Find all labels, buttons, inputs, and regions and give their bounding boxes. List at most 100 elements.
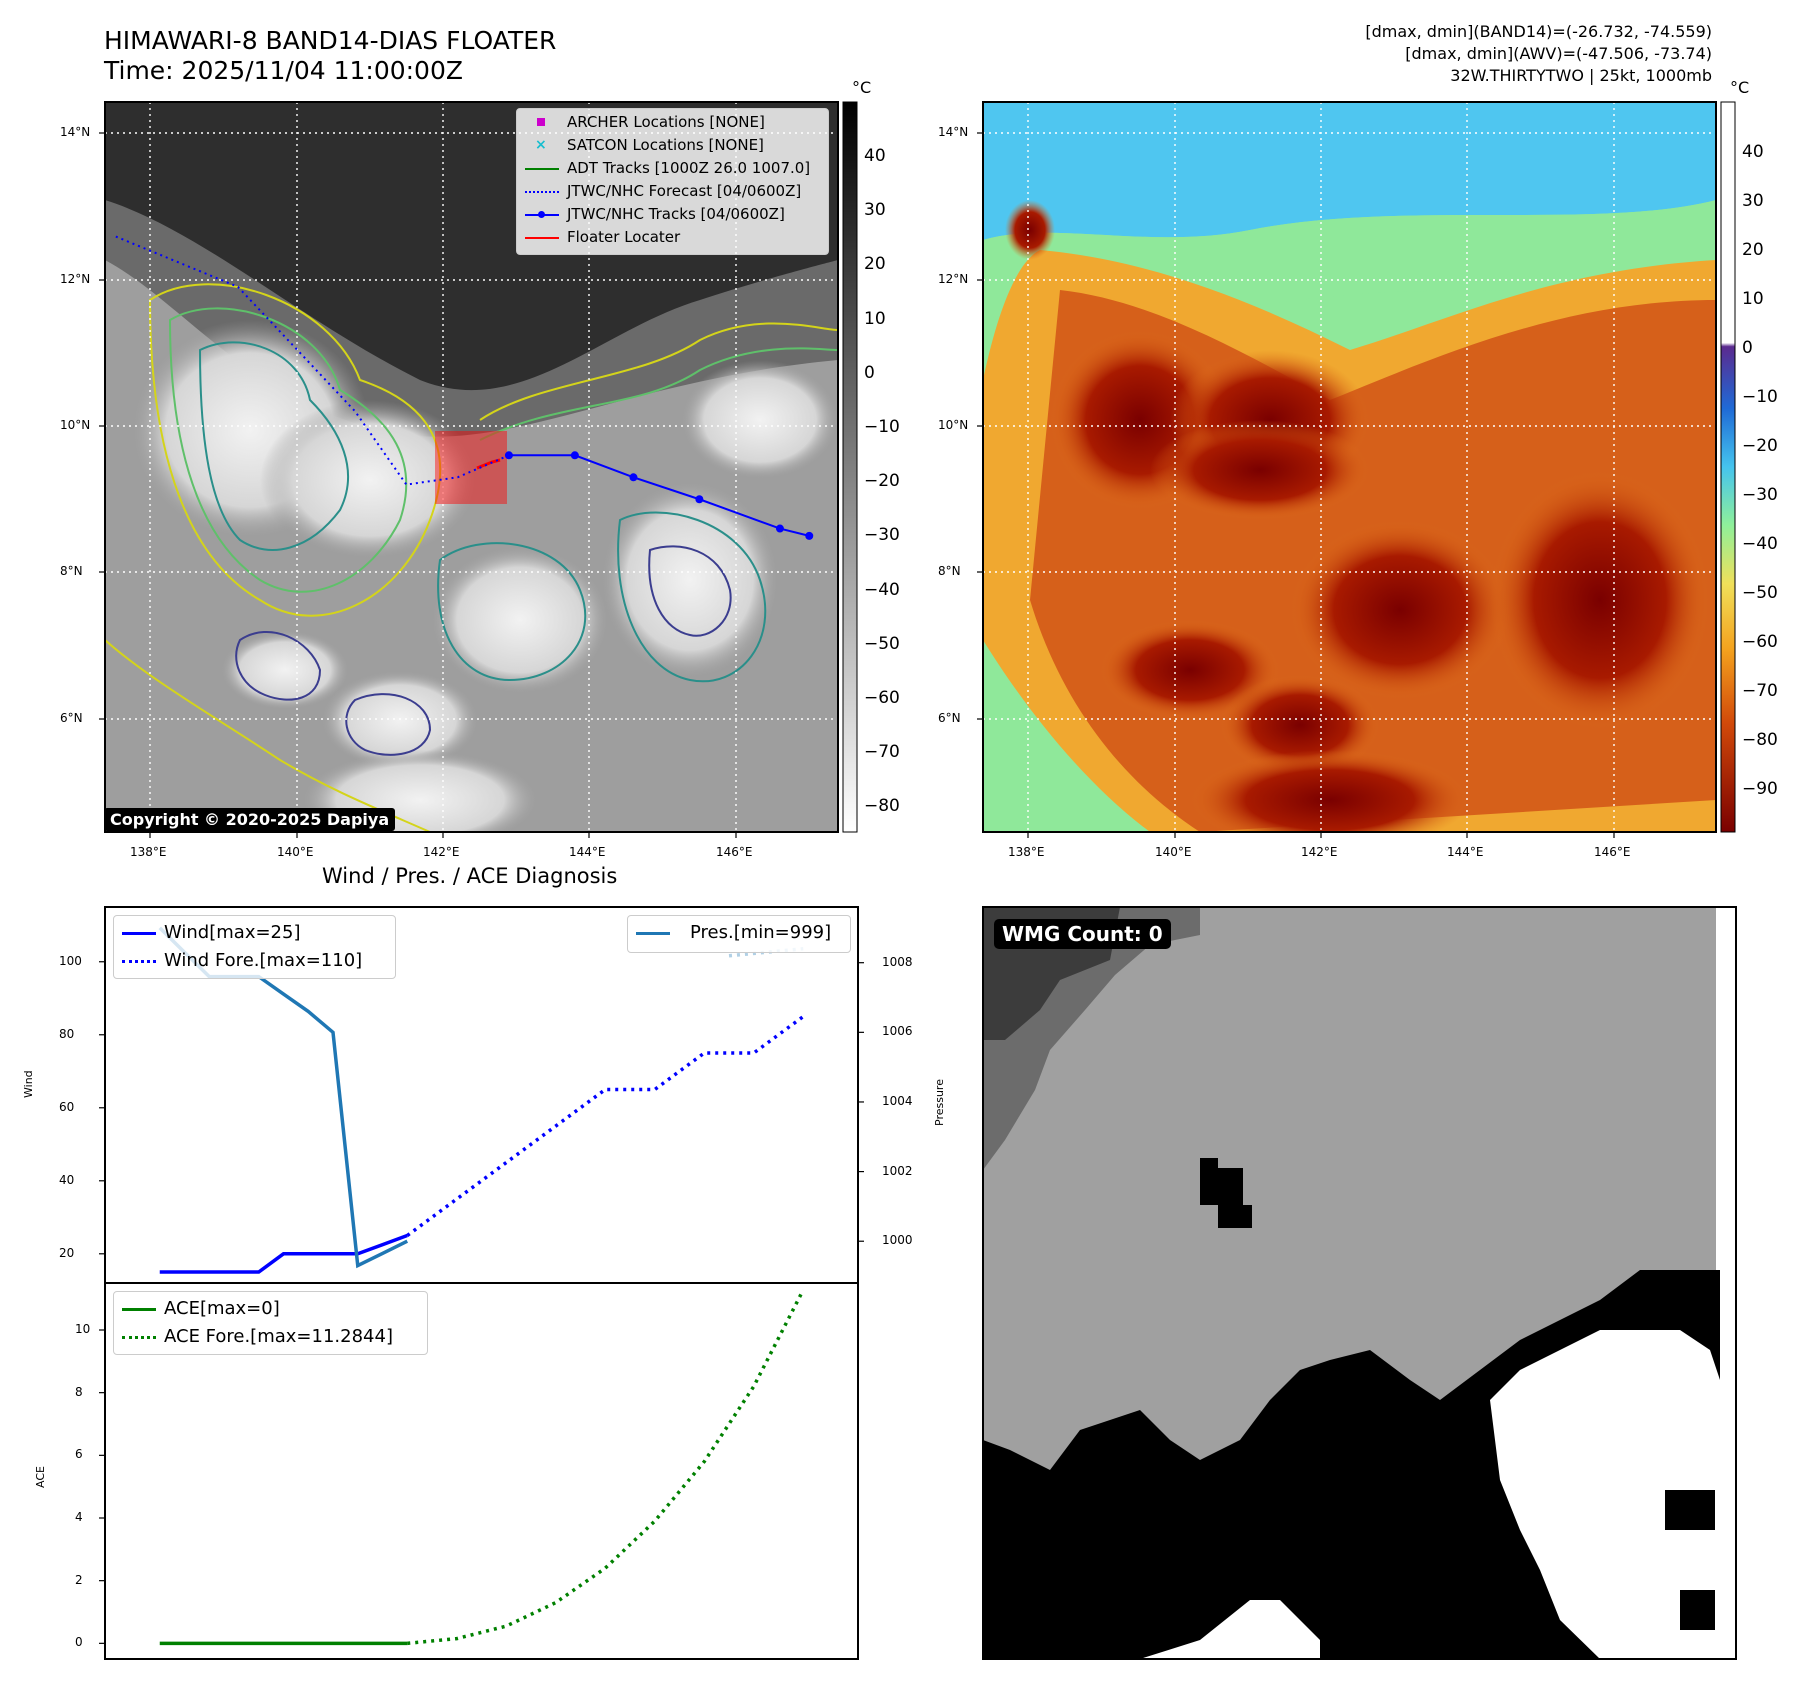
legend-wind-forecast: Wind Fore.[max=110] [114, 949, 395, 972]
colorbar-tick-label: −10 [864, 417, 900, 437]
wind-tick-label: 20 [59, 1245, 75, 1260]
pressure-legend: Pres.[min=999] [627, 915, 851, 953]
legend-pressure: Pres.[min=999] [628, 921, 850, 944]
track-point [695, 495, 704, 504]
satcon-marker-icon: × [535, 137, 547, 153]
pressure-tick-label: 1004 [882, 1093, 913, 1108]
colorbar-tick-label: −30 [1742, 485, 1778, 505]
lon-tick-label: 146°E [1594, 845, 1631, 859]
track-point [775, 524, 784, 533]
series-line-0 [159, 1233, 408, 1274]
lat-tick-label: 12°N [938, 272, 969, 286]
ir-colorbar [842, 101, 858, 833]
ace-series-line-1 [407, 1289, 805, 1646]
colorbar-tick-label: −80 [864, 796, 900, 817]
colorbar-tick-label: −70 [864, 742, 900, 763]
wind-line-icon [122, 932, 156, 935]
lon-tick-label: 146°E [716, 845, 753, 859]
wmg-count-badge: WMG Count: 0 [994, 919, 1171, 949]
colorbar-tick-label: 10 [864, 308, 886, 329]
ace-tick-label: 6 [75, 1447, 83, 1462]
pressure-tick-label: 1006 [882, 1024, 913, 1039]
colorbar-tick-label: −70 [1742, 681, 1778, 701]
legend-jtwc-track: JTWC/NHC Tracks [04/0600Z] [517, 203, 828, 226]
jtwc-track [504, 451, 814, 540]
info-band14: [dmax, dmin](BAND14)=(-26.732, -74.559) [1365, 22, 1712, 41]
legend-archer: ARCHER Locations [NONE] [517, 111, 828, 134]
lon-tick-label: 142°E [1301, 845, 1338, 859]
colorbar-tick-label: 0 [1742, 338, 1753, 358]
lat-tick-label: 14°N [938, 125, 969, 139]
ir-unit-label: °C [852, 78, 872, 97]
lon-tick-label: 142°E [423, 845, 460, 859]
map-legend: ARCHER Locations [NONE] × SATCON Locatio… [516, 108, 829, 255]
pressure-tick-label: 1000 [882, 1233, 913, 1248]
legend-adt: ADT Tracks [1000Z 26.0 1007.0] [517, 157, 828, 180]
track-point [629, 473, 638, 482]
ace-forecast-line-icon [122, 1336, 156, 1339]
wind-tick-label: 60 [59, 1099, 75, 1114]
ace-tick-label: 10 [75, 1322, 91, 1336]
pressure-tick-label: 1002 [882, 1163, 913, 1178]
ace-tick-label: 4 [75, 1510, 83, 1524]
colorbar-tick-label: 40 [864, 146, 886, 166]
legend-satcon: × SATCON Locations [NONE] [517, 134, 828, 157]
colorbar-tick-label: −10 [1742, 387, 1778, 407]
legend-floater: Floater Locater [517, 226, 828, 249]
forecast-line-icon [525, 191, 559, 193]
lat-tick-label: 14°N [60, 125, 91, 139]
lat-tick-label: 6°N [938, 711, 961, 725]
pressure-tick-label: 1008 [882, 954, 913, 969]
colorbar-tick-label: −90 [1742, 779, 1778, 799]
lon-tick-label: 138°E [1008, 845, 1045, 859]
colorbar-tick-label: −80 [1742, 730, 1778, 750]
archer-marker-icon [537, 118, 545, 126]
track-path [508, 454, 810, 537]
ace-line-icon [122, 1308, 156, 1311]
ace-tick-label: 2 [75, 1572, 83, 1587]
legend-ace: ACE[max=0] [114, 1297, 427, 1320]
lon-tick-label: 140°E [1155, 845, 1192, 859]
legend-jtwc-forecast: JTWC/NHC Forecast [04/0600Z] [517, 180, 828, 203]
figure-title: HIMAWARI-8 BAND14-DIAS FLOATER [104, 26, 557, 55]
legend-ace-forecast: ACE Fore.[max=11.2844] [114, 1325, 427, 1348]
figure-time: Time: 2025/11/04 11:00:00Z [104, 56, 463, 85]
colorbar-tick-label: 0 [864, 362, 875, 383]
wind-tick-label: 40 [59, 1172, 75, 1187]
lat-tick-label: 12°N [60, 272, 91, 286]
colorbar-tick-label: −60 [1742, 632, 1778, 652]
lat-tick-label: 10°N [60, 418, 91, 432]
ace-tick-label: 8 [75, 1384, 83, 1399]
awv-colorbar [1720, 101, 1736, 833]
lat-tick-label: 6°N [60, 711, 83, 725]
copyright-badge: Copyright © 2020-2025 Dapiya [104, 808, 396, 831]
colorbar-tick-label: −20 [864, 471, 900, 492]
floater-box [435, 431, 507, 504]
lat-tick-label: 10°N [938, 418, 969, 432]
colorbar-tick-label: −30 [864, 525, 900, 546]
colorbar-tick-label: −50 [1742, 583, 1778, 603]
floater-line-icon [525, 237, 559, 239]
lat-tick-label: 8°N [938, 564, 961, 578]
wind-legend: Wind[max=25] Wind Fore.[max=110] [113, 915, 396, 979]
pressure-line-icon [636, 932, 670, 935]
colorbar-tick-label: 20 [1742, 240, 1764, 260]
awv-unit-label: °C [1730, 78, 1750, 97]
track-point [504, 451, 513, 460]
colorbar-tick-label: 30 [864, 200, 886, 221]
colorbar-tick-label: 40 [1742, 142, 1764, 162]
colorbar-tick-label: 30 [1742, 191, 1764, 211]
adt-line-icon [525, 168, 559, 170]
ace-tick-label: 0 [75, 1635, 83, 1650]
colorbar-tick-label: −50 [864, 633, 900, 654]
colorbar-tick-label: −20 [1742, 436, 1778, 456]
legend-wind: Wind[max=25] [114, 921, 395, 944]
series-line-1 [406, 1015, 805, 1237]
info-awv: [dmax, dmin](AWV)=(-47.506, -73.74) [1405, 44, 1712, 63]
lon-tick-label: 144°E [569, 845, 606, 859]
colorbar-tick-label: 10 [1742, 289, 1764, 309]
jtwc-forecast-track [112, 234, 510, 486]
